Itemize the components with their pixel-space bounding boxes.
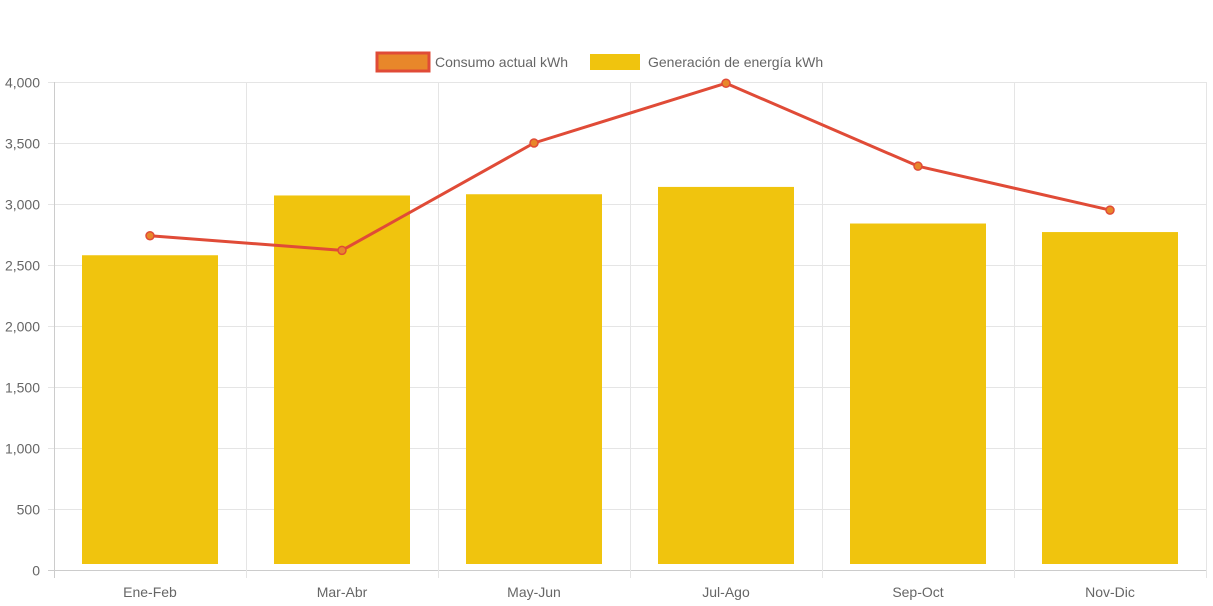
y-tick-label: 2,000 xyxy=(5,319,40,335)
bar-generacion[interactable] xyxy=(850,223,986,564)
bar-generacion[interactable] xyxy=(1042,232,1178,564)
legend-label-consumo: Consumo actual kWh xyxy=(435,54,568,70)
y-tick-label: 3,000 xyxy=(5,197,40,213)
y-tick-label: 3,500 xyxy=(5,136,40,152)
line-consumo xyxy=(149,81,1111,252)
y-tick-label: 1,000 xyxy=(5,441,40,457)
legend-label-generacion: Generación de energía kWh xyxy=(648,54,823,70)
bar-series xyxy=(82,186,1178,565)
x-axis-ticks: Ene-Feb Mar-Abr May-Jun Jul-Ago Sep-Oct Nov-D… xyxy=(123,584,1135,600)
x-tick-label: May-Jun xyxy=(507,584,561,600)
y-tick-label: 4,000 xyxy=(5,75,40,91)
legend-item-generacion[interactable]: Generación de energía kWh xyxy=(590,54,823,70)
point-consumo[interactable] xyxy=(913,161,923,171)
x-tick-label: Jul-Ago xyxy=(702,584,750,600)
x-tick-label: Ene-Feb xyxy=(123,584,177,600)
y-tick-label: 0 xyxy=(32,563,40,579)
point-consumo[interactable] xyxy=(529,138,539,148)
x-tick-label: Nov-Dic xyxy=(1085,584,1135,600)
bar-generacion[interactable] xyxy=(82,255,218,565)
x-tick-label: Mar-Abr xyxy=(317,584,368,600)
legend-swatch-generacion xyxy=(590,54,640,70)
line-series xyxy=(145,78,1115,256)
legend-item-consumo[interactable]: Consumo actual kWh xyxy=(375,51,568,73)
x-tick-label: Sep-Oct xyxy=(892,584,943,600)
legend: Consumo actual kWh Generación de energía… xyxy=(375,51,823,73)
legend-swatch-consumo xyxy=(375,51,431,73)
grid-lines xyxy=(48,82,1207,578)
point-consumo[interactable] xyxy=(1105,205,1115,215)
y-tick-label: 500 xyxy=(17,502,41,518)
y-axis-ticks: 0 500 1,000 1,500 2,000 2,500 3,000 3,500 4,000 xyxy=(5,75,40,579)
bar-generacion[interactable] xyxy=(658,186,794,565)
bar-generacion[interactable] xyxy=(466,194,602,565)
point-consumo[interactable] xyxy=(145,230,155,241)
bar-generacion[interactable] xyxy=(274,195,410,564)
point-consumo[interactable] xyxy=(337,245,347,256)
y-tick-label: 2,500 xyxy=(5,258,40,274)
point-consumo[interactable] xyxy=(721,78,731,88)
y-tick-label: 1,500 xyxy=(5,380,40,396)
